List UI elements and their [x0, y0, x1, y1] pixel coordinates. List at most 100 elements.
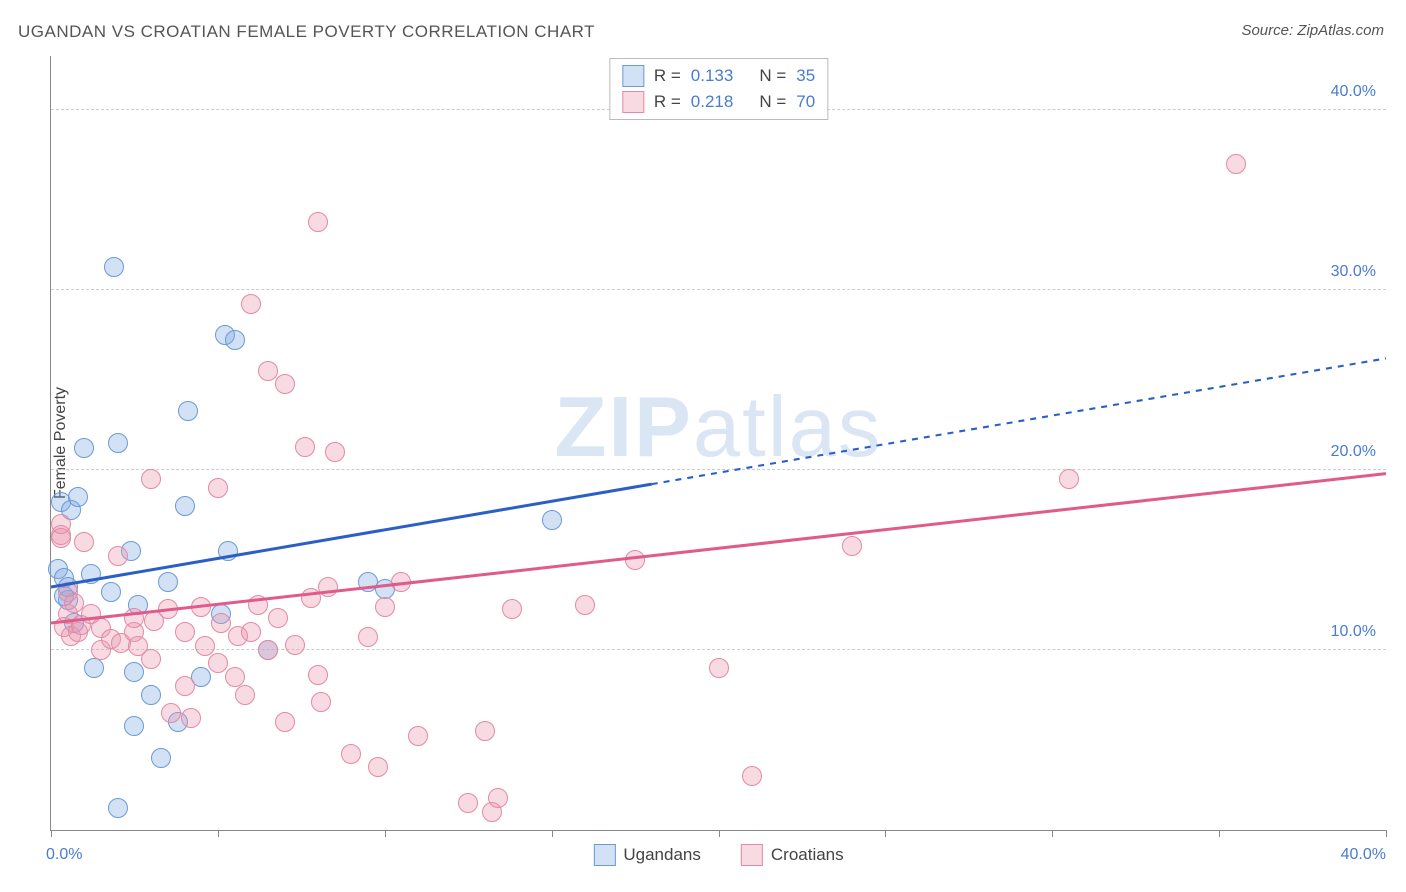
data-point	[625, 550, 645, 570]
data-point	[358, 627, 378, 647]
gridline	[51, 469, 1386, 470]
n-label: N =	[759, 92, 786, 112]
x-tick	[719, 830, 720, 837]
data-point	[842, 536, 862, 556]
x-tick	[218, 830, 219, 837]
data-point	[275, 712, 295, 732]
legend-item-ugandans: Ugandans	[593, 844, 701, 866]
y-tick-label: 30.0%	[1331, 263, 1376, 281]
swatch-croatians	[622, 91, 644, 113]
data-point	[218, 541, 238, 561]
swatch-ugandans	[593, 844, 615, 866]
data-point	[225, 667, 245, 687]
data-point	[258, 640, 278, 660]
data-point	[341, 744, 361, 764]
gridline	[51, 649, 1386, 650]
data-point	[308, 212, 328, 232]
data-point	[208, 653, 228, 673]
data-point	[408, 726, 428, 746]
data-point	[141, 685, 161, 705]
stats-row-ugandans: R = 0.133 N = 35	[622, 63, 815, 89]
data-point	[175, 496, 195, 516]
data-point	[68, 487, 88, 507]
data-point	[575, 595, 595, 615]
n-value-croatians: 70	[796, 92, 815, 112]
x-tick	[1386, 830, 1387, 837]
swatch-ugandans	[622, 65, 644, 87]
legend-item-croatians: Croatians	[741, 844, 844, 866]
plot-area: Female Poverty ZIPatlas 10.0% 20.0% 30.0% 4…	[50, 56, 1386, 831]
y-tick-label: 10.0%	[1331, 623, 1376, 641]
data-point	[268, 608, 288, 628]
y-tick-label: 40.0%	[1331, 83, 1376, 101]
data-point	[175, 622, 195, 642]
data-point	[458, 793, 478, 813]
data-point	[235, 685, 255, 705]
data-point	[225, 330, 245, 350]
r-value-croatians: 0.218	[691, 92, 734, 112]
x-tick	[385, 830, 386, 837]
data-point	[325, 442, 345, 462]
data-point	[151, 748, 171, 768]
data-point	[502, 599, 522, 619]
chart-title: UGANDAN VS CROATIAN FEMALE POVERTY CORRE…	[18, 22, 595, 42]
x-tick	[552, 830, 553, 837]
y-tick-label: 20.0%	[1331, 443, 1376, 461]
gridline	[51, 289, 1386, 290]
y-axis-label: Female Poverty	[52, 387, 70, 499]
data-point	[104, 257, 124, 277]
x-max-label: 40.0%	[1341, 846, 1386, 864]
data-point	[285, 635, 305, 655]
data-point	[318, 577, 338, 597]
data-point	[178, 401, 198, 421]
watermark-atlas: atlas	[693, 380, 883, 475]
x-tick	[1052, 830, 1053, 837]
data-point	[124, 608, 144, 628]
data-point	[158, 572, 178, 592]
data-point	[1059, 469, 1079, 489]
data-point	[709, 658, 729, 678]
watermark-zip: ZIP	[555, 380, 693, 475]
x-tick	[51, 830, 52, 837]
data-point	[248, 595, 268, 615]
watermark: ZIPatlas	[555, 379, 883, 477]
data-point	[475, 721, 495, 741]
data-point	[488, 788, 508, 808]
data-point	[191, 597, 211, 617]
data-point	[84, 658, 104, 678]
data-point	[101, 582, 121, 602]
trend-lines	[51, 56, 1386, 830]
data-point	[141, 649, 161, 669]
data-point	[542, 510, 562, 530]
stats-legend-box: R = 0.133 N = 35 R = 0.218 N = 70	[609, 58, 828, 120]
data-point	[308, 665, 328, 685]
data-point	[181, 708, 201, 728]
legend-label-croatians: Croatians	[771, 845, 844, 865]
data-point	[74, 532, 94, 552]
legend-label-ugandans: Ugandans	[623, 845, 701, 865]
x-tick	[885, 830, 886, 837]
data-point	[311, 692, 331, 712]
x-tick	[1219, 830, 1220, 837]
data-point	[81, 564, 101, 584]
n-label: N =	[759, 66, 786, 86]
r-value-ugandans: 0.133	[691, 66, 734, 86]
bottom-legend: Ugandans Croatians	[593, 844, 843, 866]
data-point	[108, 433, 128, 453]
data-point	[51, 514, 71, 534]
data-point	[1226, 154, 1246, 174]
data-point	[161, 703, 181, 723]
swatch-croatians	[741, 844, 763, 866]
data-point	[742, 766, 762, 786]
data-point	[208, 478, 228, 498]
stats-row-croatians: R = 0.218 N = 70	[622, 89, 815, 115]
source-attribution: Source: ZipAtlas.com	[1241, 22, 1384, 39]
x-min-label: 0.0%	[46, 846, 82, 864]
data-point	[108, 546, 128, 566]
data-point	[74, 438, 94, 458]
data-point	[241, 622, 261, 642]
data-point	[175, 676, 195, 696]
data-point	[295, 437, 315, 457]
data-point	[108, 798, 128, 818]
data-point	[124, 716, 144, 736]
